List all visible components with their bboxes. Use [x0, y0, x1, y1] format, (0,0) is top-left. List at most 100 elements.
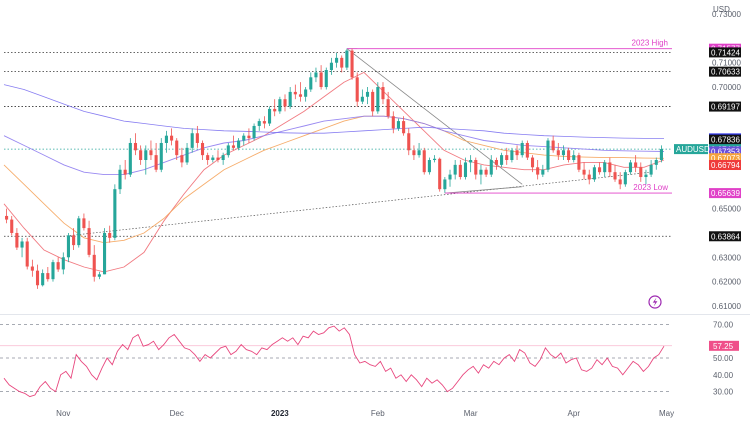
candle[interactable] — [108, 225, 112, 243]
candle[interactable] — [139, 145, 143, 165]
candle[interactable] — [525, 140, 529, 160]
candle[interactable] — [577, 152, 581, 173]
candle[interactable] — [309, 72, 313, 92]
candle[interactable] — [634, 155, 638, 173]
candle[interactable] — [422, 147, 426, 175]
candle[interactable] — [412, 145, 416, 160]
candle[interactable] — [41, 269, 45, 287]
candle[interactable] — [520, 140, 524, 158]
candle[interactable] — [185, 142, 189, 165]
candle[interactable] — [448, 169, 452, 187]
candle[interactable] — [402, 116, 406, 136]
candle[interactable] — [335, 52, 339, 68]
candle[interactable] — [654, 157, 658, 170]
candle[interactable] — [128, 138, 132, 178]
candle[interactable] — [314, 67, 318, 83]
candle[interactable] — [541, 164, 545, 178]
candle[interactable] — [376, 82, 380, 114]
price-tag[interactable]: 0.63864 — [709, 231, 741, 242]
candle[interactable] — [283, 94, 287, 112]
candle[interactable] — [46, 267, 50, 282]
candle[interactable] — [298, 82, 303, 102]
candle[interactable] — [304, 87, 308, 102]
candle[interactable] — [200, 140, 205, 160]
candle[interactable] — [61, 252, 65, 275]
candle[interactable] — [505, 147, 509, 165]
candle[interactable] — [530, 155, 535, 173]
candle[interactable] — [87, 220, 91, 258]
candle[interactable] — [268, 106, 272, 126]
candle[interactable] — [195, 125, 199, 148]
candle[interactable] — [623, 169, 627, 187]
candle[interactable] — [371, 89, 375, 117]
candle[interactable] — [417, 142, 421, 158]
price-tag[interactable]: 0.70633 — [709, 66, 741, 77]
candle[interactable] — [144, 145, 148, 175]
candle[interactable] — [118, 164, 122, 195]
candle[interactable] — [324, 67, 328, 90]
candle[interactable] — [262, 116, 266, 129]
candle[interactable] — [603, 160, 607, 178]
candle[interactable] — [628, 160, 633, 175]
candle[interactable] — [20, 237, 24, 258]
candle[interactable] — [25, 237, 29, 270]
candle[interactable] — [463, 157, 468, 180]
candle[interactable] — [97, 271, 101, 280]
candle[interactable] — [556, 142, 560, 160]
candle[interactable] — [123, 160, 127, 180]
flash-icon[interactable] — [648, 295, 662, 309]
candle[interactable] — [659, 145, 663, 163]
candle[interactable] — [407, 128, 411, 156]
candle[interactable] — [252, 123, 256, 141]
price-tag[interactable]: 0.67353 — [709, 146, 741, 157]
candle[interactable] — [237, 138, 241, 151]
price-tag[interactable]: 0.69197 — [709, 101, 741, 112]
candle[interactable] — [608, 157, 612, 178]
candle[interactable] — [396, 118, 400, 131]
candle[interactable] — [113, 184, 117, 241]
candle[interactable] — [170, 128, 174, 146]
candle[interactable] — [257, 118, 261, 131]
candle[interactable] — [469, 155, 473, 173]
price-tag[interactable]: 0.66794 — [709, 160, 741, 171]
price-tag[interactable]: 0.71424 — [709, 47, 741, 58]
candle[interactable] — [30, 259, 34, 277]
candle[interactable] — [427, 157, 431, 175]
time-axis[interactable]: Nov Dec 2023 Feb Mar Apr May — [56, 409, 674, 418]
candle[interactable] — [242, 133, 246, 146]
candle[interactable] — [587, 169, 591, 185]
candle[interactable] — [618, 172, 622, 190]
candle[interactable] — [474, 157, 478, 180]
symbol-tag[interactable]: AUDUSD — [674, 144, 710, 155]
candle[interactable] — [592, 164, 596, 182]
price-pane[interactable]: 2023 High 2023 Low — [0, 39, 750, 315]
candle[interactable] — [536, 160, 540, 180]
candle[interactable] — [231, 135, 235, 151]
candle[interactable] — [567, 147, 571, 163]
candle[interactable] — [10, 215, 14, 236]
candle[interactable] — [510, 147, 514, 163]
candle[interactable] — [293, 84, 297, 100]
candle[interactable] — [479, 164, 483, 185]
price-tag[interactable]: 0.65639 — [709, 188, 741, 199]
candle[interactable] — [5, 208, 9, 224]
candle[interactable] — [103, 228, 107, 275]
candle[interactable] — [386, 91, 390, 119]
candle[interactable] — [288, 87, 292, 109]
candle[interactable] — [500, 152, 504, 168]
candle[interactable] — [77, 215, 81, 248]
candle[interactable] — [345, 48, 349, 71]
candle[interactable] — [221, 152, 225, 165]
candle[interactable] — [180, 147, 184, 168]
candle[interactable] — [489, 155, 493, 178]
candle[interactable] — [72, 228, 76, 250]
candle[interactable] — [164, 130, 168, 153]
candle[interactable] — [350, 48, 354, 80]
candle[interactable] — [133, 133, 138, 156]
candle[interactable] — [649, 160, 653, 178]
candle[interactable] — [51, 259, 55, 282]
candle[interactable] — [381, 82, 385, 105]
price-tag[interactable]: 0.67836 — [709, 134, 741, 145]
candle[interactable] — [154, 142, 158, 173]
candle[interactable] — [572, 150, 576, 163]
